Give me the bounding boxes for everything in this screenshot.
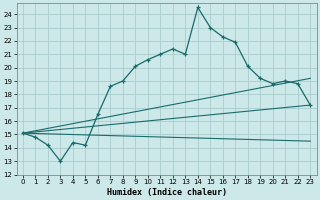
X-axis label: Humidex (Indice chaleur): Humidex (Indice chaleur): [107, 188, 227, 197]
